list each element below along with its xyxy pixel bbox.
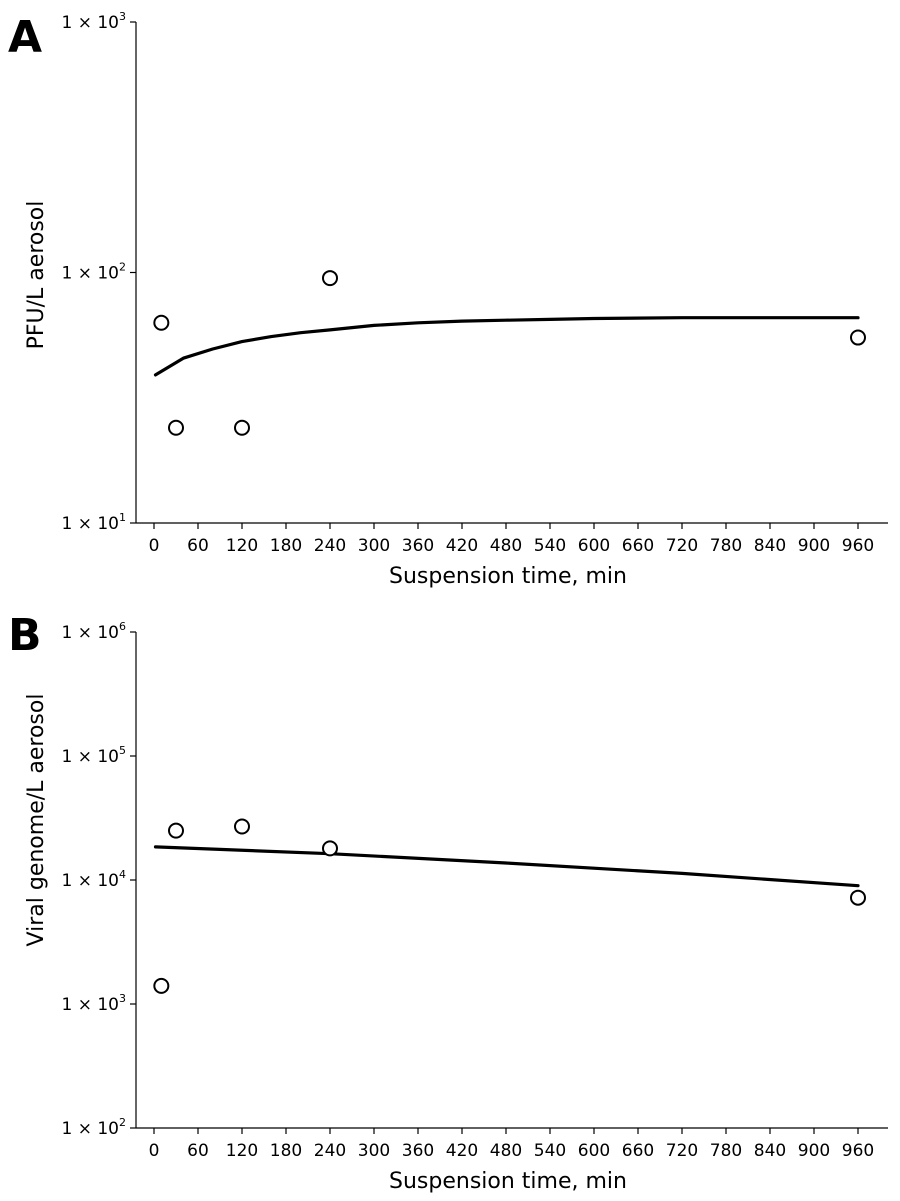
x-tick-label: 900 [798,536,830,556]
x-tick-label: 840 [754,1141,786,1161]
x-tick-label: 600 [578,536,610,556]
x-axis-label-a: Suspension time, min [389,564,627,589]
y-tick-label: 1 × 103 [62,10,127,33]
x-tick-label: 300 [358,536,390,556]
x-tick-label: 420 [446,1141,478,1161]
data-point [153,314,170,331]
x-tick-label: 360 [402,1141,434,1161]
data-point [234,818,250,835]
fit-line-path [153,845,860,888]
fit-line-a [153,316,860,377]
y-tick-label: 1 × 105 [62,744,127,767]
data-point [234,419,250,436]
x-ticks-b: 0 60 120 180 240 300 360 420 480 540 600 660 720 780 8… [149,1128,874,1161]
y-tick-label: 1 × 104 [62,868,127,891]
data-point [168,419,184,436]
data-point [322,270,338,287]
x-tick-label: 360 [402,536,434,556]
x-tick-label: 780 [710,536,742,556]
x-axis-label-b: Suspension time, min [389,1169,627,1194]
data-points-a [153,270,866,436]
data-point [850,329,866,346]
data-point [168,822,184,839]
x-tick-label: 60 [187,536,209,556]
chart-panel-b: B 0 60 120 180 240 300 360 420 480 540 600 660 720 78… [8,610,888,1194]
data-point [322,840,338,857]
axes-a [135,22,888,524]
y-tick-label: 1 × 103 [62,992,127,1015]
y-tick-label: 1 × 102 [62,1116,127,1139]
y-tick-label: 1 × 101 [62,511,127,534]
panel-letter-a: A [8,12,42,63]
x-tick-label: 240 [314,1141,346,1161]
fit-line-b [153,845,860,888]
x-tick-label: 300 [358,1141,390,1161]
x-tick-label: 720 [666,536,698,556]
x-tick-label: 240 [314,536,346,556]
x-tick-label: 960 [842,1141,874,1161]
x-tick-label: 0 [149,1141,160,1161]
x-tick-label: 660 [622,1141,654,1161]
y-axis-label-b: Viral genome/L aerosol [24,694,49,947]
x-tick-label: 420 [446,536,478,556]
x-tick-label: 120 [226,536,258,556]
x-tick-label: 480 [490,536,522,556]
x-tick-label: 840 [754,536,786,556]
x-tick-label: 540 [534,536,566,556]
y-ticks-b: 1 × 102 1 × 103 1 × 104 1 × 105 1 × 106 [62,620,136,1139]
x-tick-label: 900 [798,1141,830,1161]
x-ticks-a: 0 60 120 180 240 300 360 420 480 540 600 660 720 780 8… [149,523,874,556]
x-tick-label: 180 [270,536,302,556]
y-tick-label: 1 × 102 [62,261,127,284]
y-tick-label: 1 × 106 [62,620,127,643]
x-tick-label: 720 [666,1141,698,1161]
chart-panel-a: A 0 60 120 180 240 300 360 420 480 540 600 660 720 78… [8,10,888,589]
x-tick-label: 0 [149,536,160,556]
x-tick-label: 480 [490,1141,522,1161]
x-tick-label: 660 [622,536,654,556]
x-tick-label: 180 [270,1141,302,1161]
panel-letter-b: B [8,610,42,661]
y-ticks-a: 1 × 101 1 × 102 1 × 103 [62,10,136,534]
x-tick-label: 600 [578,1141,610,1161]
data-point [153,977,170,994]
x-tick-label: 960 [842,536,874,556]
x-tick-label: 780 [710,1141,742,1161]
x-tick-label: 120 [226,1141,258,1161]
data-point [850,889,866,906]
y-axis-label-a: PFU/L aerosol [24,201,49,350]
x-tick-label: 60 [187,1141,209,1161]
x-tick-label: 540 [534,1141,566,1161]
data-points-b [153,818,866,994]
fit-line-path [153,316,860,377]
